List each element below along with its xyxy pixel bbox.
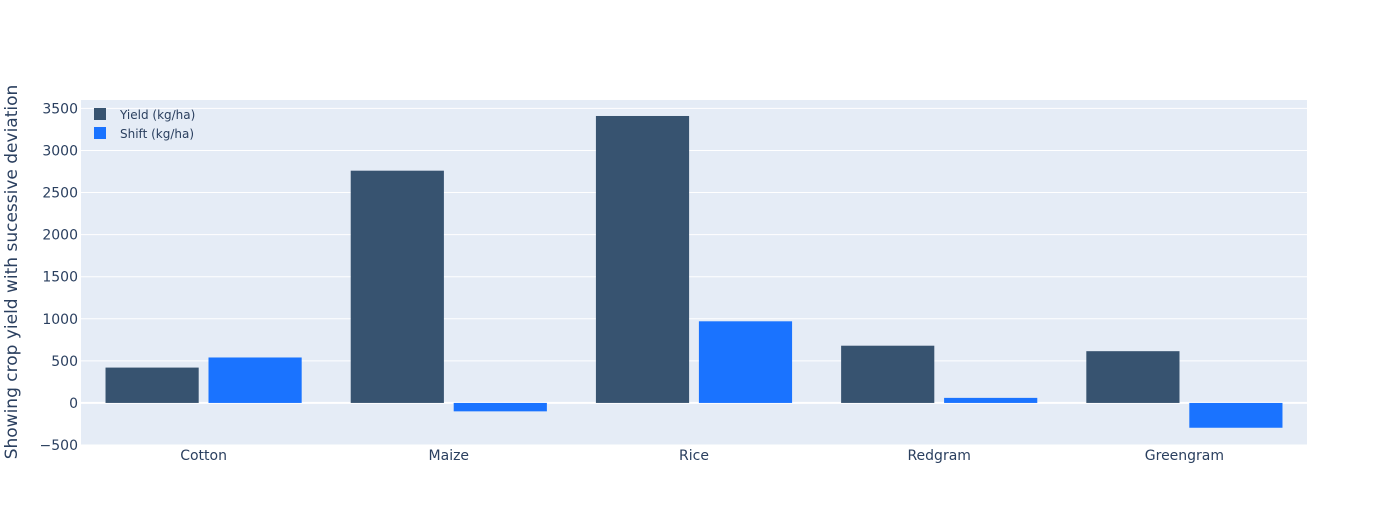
x-tick-label: Maize: [429, 448, 470, 464]
bar[interactable]: [350, 170, 444, 403]
x-tick-label: Rice: [679, 448, 709, 464]
x-tick-label: Greengram: [1145, 448, 1224, 464]
y-tick-label: 0: [69, 396, 78, 412]
y-axis-label: Showing crop yield with sucessive deviat…: [2, 85, 22, 460]
y-tick-label: 1500: [42, 270, 78, 286]
x-axis-ticks: Cotton Maize Rice Redgram Greengram: [180, 448, 1224, 464]
legend-swatch[interactable]: [94, 127, 106, 139]
bar[interactable]: [1189, 402, 1283, 428]
bar[interactable]: [1086, 351, 1180, 403]
bar[interactable]: [208, 357, 302, 403]
y-tick-label: 3500: [42, 101, 78, 117]
y-tick-label: 2000: [42, 228, 78, 244]
legend-label[interactable]: Shift (kg/ha): [120, 127, 194, 141]
y-tick-label: −500: [40, 438, 78, 454]
y-tick-label: 500: [51, 354, 78, 370]
legend-swatch[interactable]: [94, 108, 106, 120]
bar[interactable]: [841, 345, 935, 403]
y-tick-label: 3000: [42, 143, 78, 159]
bar[interactable]: [453, 402, 547, 412]
bar[interactable]: [595, 115, 690, 403]
legend[interactable]: Yield (kg/ha) Shift (kg/ha): [94, 108, 195, 141]
bar[interactable]: [698, 321, 793, 403]
x-tick-label: Redgram: [907, 448, 970, 464]
y-axis-ticks: −500 0 500 1000 1500 2000 2500 3000 3500: [40, 101, 78, 454]
bars: [105, 115, 1283, 428]
x-tick-label: Cotton: [180, 448, 227, 464]
y-tick-label: 1000: [42, 312, 78, 328]
bar[interactable]: [944, 397, 1038, 403]
legend-label[interactable]: Yield (kg/ha): [119, 108, 195, 122]
bar[interactable]: [105, 367, 199, 403]
y-tick-label: 2500: [42, 186, 78, 202]
